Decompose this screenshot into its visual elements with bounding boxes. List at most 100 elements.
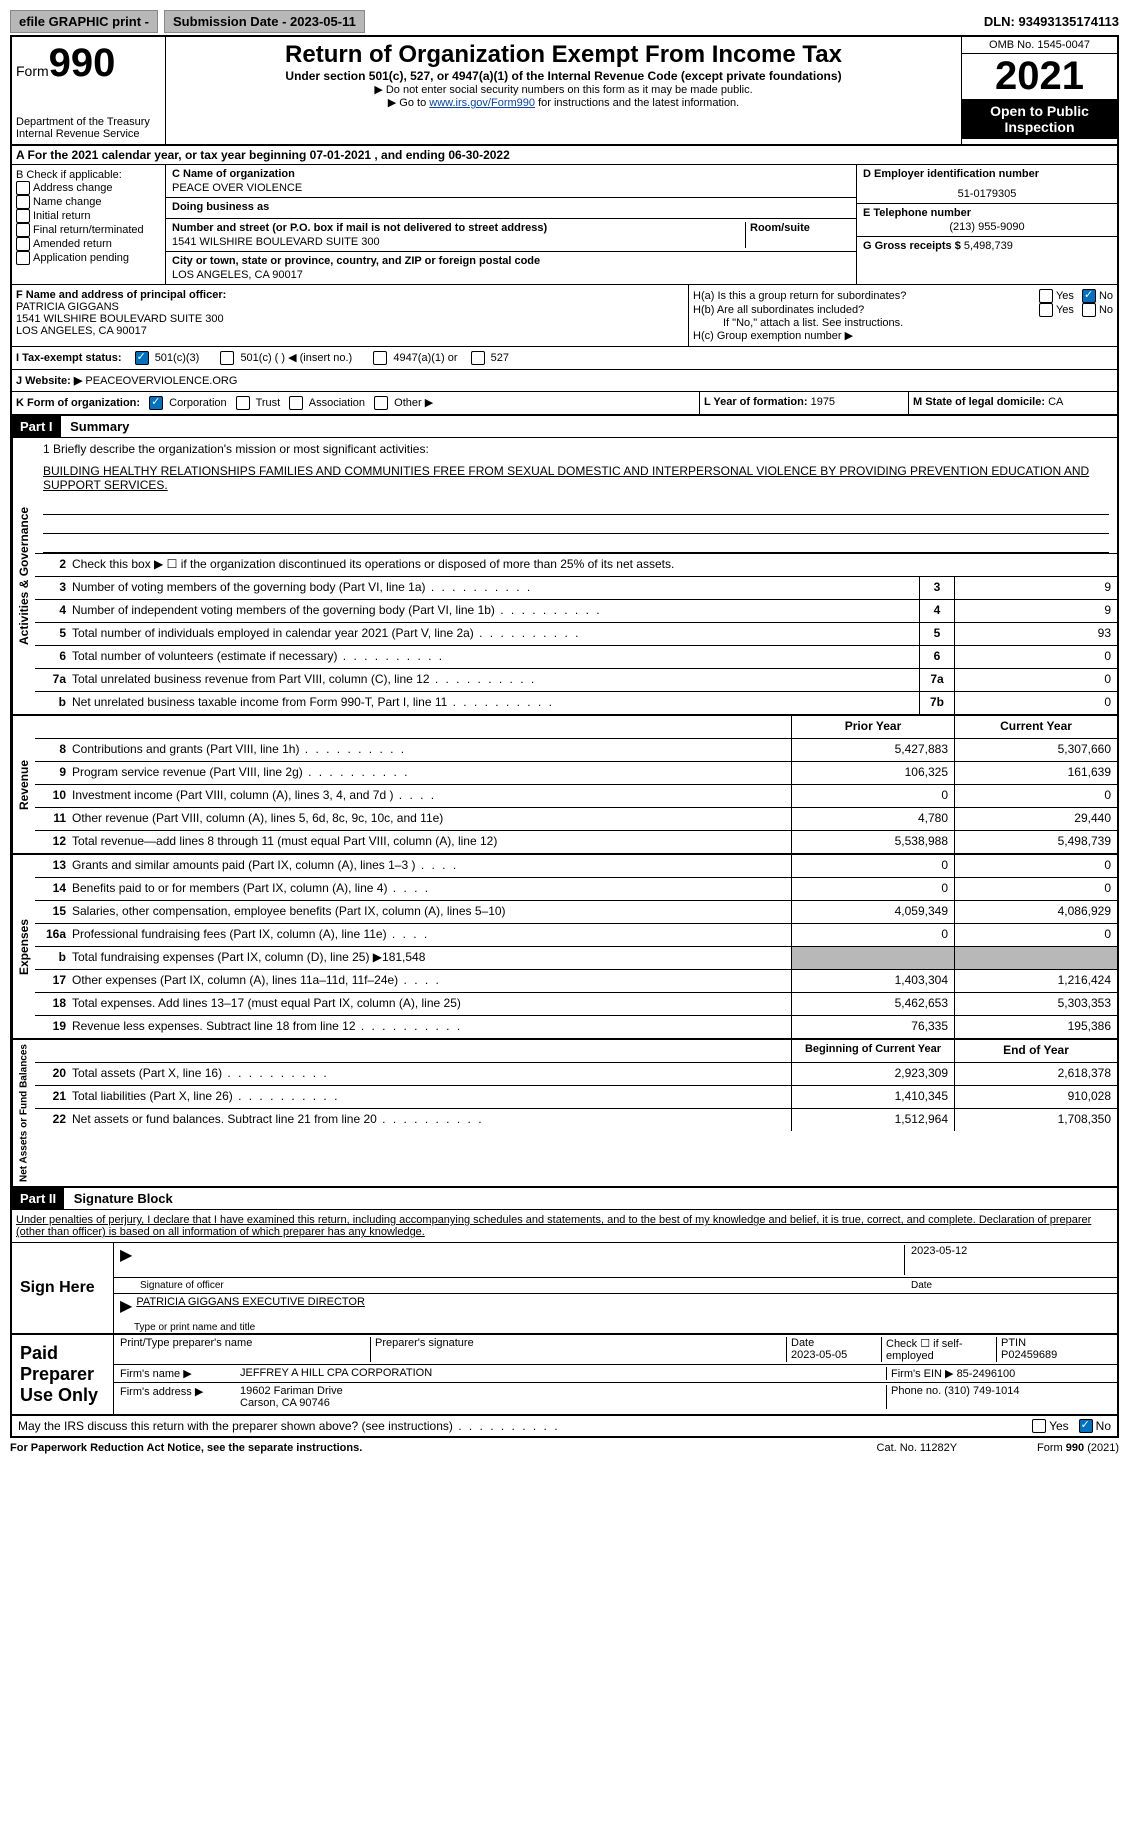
check-corporation[interactable]	[149, 396, 163, 410]
exp-row-18: 18Total expenses. Add lines 13–17 (must …	[35, 992, 1117, 1015]
sig-officer-label: Signature of officer	[140, 1280, 911, 1291]
perjury-declaration: Under penalties of perjury, I declare th…	[10, 1210, 1119, 1242]
note-goto: ▶ Go to www.irs.gov/Form990 for instruct…	[170, 96, 957, 109]
part1-header: Part I Summary	[10, 416, 1119, 438]
hb-no-check[interactable]	[1082, 303, 1096, 317]
firm-phone: (310) 749-1014	[944, 1385, 1019, 1397]
check-4947[interactable]	[373, 351, 387, 365]
exp-row-16b: bTotal fundraising expenses (Part IX, co…	[35, 946, 1117, 969]
discuss-yes-check[interactable]	[1032, 1419, 1046, 1433]
hb-yes-check[interactable]	[1039, 303, 1053, 317]
row-i-tax-status: I Tax-exempt status: 501(c)(3) 501(c) ( …	[10, 347, 1119, 370]
gov-vert-label: Activities & Governance	[12, 438, 35, 714]
officer-city: LOS ANGELES, CA 90017	[16, 325, 684, 337]
self-employed-check[interactable]: Check ☐ if self-employed	[881, 1337, 996, 1362]
ha-label: H(a) Is this a group return for subordin…	[693, 290, 1039, 302]
hb-label: H(b) Are all subordinates included?	[693, 304, 1039, 316]
form-header: Form990 Department of the Treasury Inter…	[10, 35, 1119, 146]
page-footer: For Paperwork Reduction Act Notice, see …	[10, 1438, 1119, 1458]
omb-number: OMB No. 1545-0047	[962, 37, 1117, 54]
summary-revenue: Revenue Prior YearCurrent Year 8Contribu…	[10, 716, 1119, 855]
prep-date: 2023-05-05	[791, 1349, 847, 1361]
gov-row-7a: 7aTotal unrelated business revenue from …	[35, 668, 1117, 691]
check-trust[interactable]	[236, 396, 250, 410]
check-501c3[interactable]	[135, 351, 149, 365]
date-label: Date	[911, 1280, 1111, 1291]
check-pending[interactable]: Application pending	[16, 251, 161, 265]
check-amended[interactable]: Amended return	[16, 237, 161, 251]
col-b-checkboxes: B Check if applicable: Address change Na…	[12, 165, 166, 284]
cat-number: Cat. No. 11282Y	[877, 1442, 958, 1454]
top-bar: efile GRAPHIC print - Submission Date - …	[10, 10, 1119, 33]
sign-here-label: Sign Here	[12, 1243, 114, 1333]
ein-value: 51-0179305	[863, 188, 1111, 200]
exp-row-16a: 16aProfessional fundraising fees (Part I…	[35, 923, 1117, 946]
col-c-org: C Name of organization PEACE OVER VIOLEN…	[166, 165, 856, 284]
rev-row-12: 12Total revenue—add lines 8 through 11 (…	[35, 830, 1117, 853]
section-a-period: A For the 2021 calendar year, or tax yea…	[10, 146, 1119, 165]
mission-text: BUILDING HEALTHY RELATIONSHIPS FAMILIES …	[35, 460, 1117, 496]
rev-row-11: 11Other revenue (Part VIII, column (A), …	[35, 807, 1117, 830]
exp-row-17: 17Other expenses (Part IX, column (A), l…	[35, 969, 1117, 992]
check-address-change[interactable]: Address change	[16, 181, 161, 195]
arrow-icon: ▶	[120, 1245, 132, 1275]
check-initial-return[interactable]: Initial return	[16, 209, 161, 223]
check-501c[interactable]	[220, 351, 234, 365]
gov-row-5: 5Total number of individuals employed in…	[35, 622, 1117, 645]
prep-name-label: Print/Type preparer's name	[120, 1337, 370, 1362]
firm-ein: 85-2496100	[957, 1368, 1016, 1380]
tax-year: 2021	[962, 54, 1117, 99]
org-name: PEACE OVER VIOLENCE	[172, 182, 850, 194]
discuss-label: May the IRS discuss this return with the…	[18, 1419, 560, 1433]
rev-row-10: 10Investment income (Part VIII, column (…	[35, 784, 1117, 807]
sign-date: 2023-05-12	[904, 1245, 1111, 1275]
city-state-zip: LOS ANGELES, CA 90017	[172, 269, 850, 281]
exp-vert-label: Expenses	[12, 855, 35, 1038]
efile-print-button[interactable]: efile GRAPHIC print -	[10, 10, 158, 33]
rev-row-9: 9Program service revenue (Part VIII, lin…	[35, 761, 1117, 784]
row-k-l-m: K Form of organization: Corporation Trus…	[10, 392, 1119, 416]
form-number: Form990	[16, 41, 161, 86]
paid-preparer-section: Paid Preparer Use Only Print/Type prepar…	[10, 1335, 1119, 1416]
summary-expenses: Expenses 13Grants and similar amounts pa…	[10, 855, 1119, 1040]
blank-line-2	[43, 515, 1109, 534]
type-name-label: Type or print name and title	[114, 1322, 1117, 1333]
check-name-change[interactable]: Name change	[16, 195, 161, 209]
discuss-no-check[interactable]	[1079, 1419, 1093, 1433]
telephone-value: (213) 955-9090	[863, 221, 1111, 233]
ha-no-check[interactable]	[1082, 289, 1096, 303]
officer-typed-name: PATRICIA GIGGANS EXECUTIVE DIRECTOR	[136, 1296, 365, 1320]
net-vert-label: Net Assets or Fund Balances	[12, 1040, 35, 1186]
prep-sig-label: Preparer's signature	[370, 1337, 786, 1362]
row-f-h: F Name and address of principal officer:…	[10, 285, 1119, 347]
discuss-row: May the IRS discuss this return with the…	[10, 1416, 1119, 1438]
paid-preparer-label: Paid Preparer Use Only	[12, 1335, 114, 1414]
open-inspection: Open to Public Inspection	[962, 99, 1117, 139]
return-title: Return of Organization Exempt From Incom…	[170, 41, 957, 69]
gov-row-3: 3Number of voting members of the governi…	[35, 576, 1117, 599]
arrow-icon: ▶	[120, 1296, 132, 1320]
check-final-return[interactable]: Final return/terminated	[16, 223, 161, 237]
dept-label: Department of the Treasury Internal Reve…	[16, 116, 161, 140]
net-row-22: 22Net assets or fund balances. Subtract …	[35, 1108, 1117, 1131]
mission-label: 1 Briefly describe the organization's mi…	[35, 438, 1117, 460]
net-row-21: 21Total liabilities (Part X, line 26)1,4…	[35, 1085, 1117, 1108]
rev-vert-label: Revenue	[12, 716, 35, 853]
check-527[interactable]	[471, 351, 485, 365]
submission-date-button[interactable]: Submission Date - 2023-05-11	[164, 10, 365, 33]
firm-city: Carson, CA 90746	[240, 1397, 330, 1409]
website-value: PEACEOVERVIOLENCE.ORG	[85, 375, 237, 387]
summary-governance: Activities & Governance 1 Briefly descri…	[10, 438, 1119, 716]
sign-here-section: Sign Here ▶ 2023-05-12 Signature of offi…	[10, 1242, 1119, 1335]
check-association[interactable]	[289, 396, 303, 410]
blank-line-1	[43, 496, 1109, 515]
col-d-ids: D Employer identification number 51-0179…	[856, 165, 1117, 284]
firm-name: JEFFREY A HILL CPA CORPORATION	[240, 1367, 886, 1380]
ha-yes-check[interactable]	[1039, 289, 1053, 303]
officer-address: 1541 WILSHIRE BOULEVARD SUITE 300	[16, 313, 684, 325]
gov-row-6: 6Total number of volunteers (estimate if…	[35, 645, 1117, 668]
line2-discontinued: Check this box ▶ ☐ if the organization d…	[69, 554, 1117, 576]
irs-link[interactable]: www.irs.gov/Form990	[429, 97, 535, 109]
check-other[interactable]	[374, 396, 388, 410]
firm-address: 19602 Fariman Drive	[240, 1385, 343, 1397]
